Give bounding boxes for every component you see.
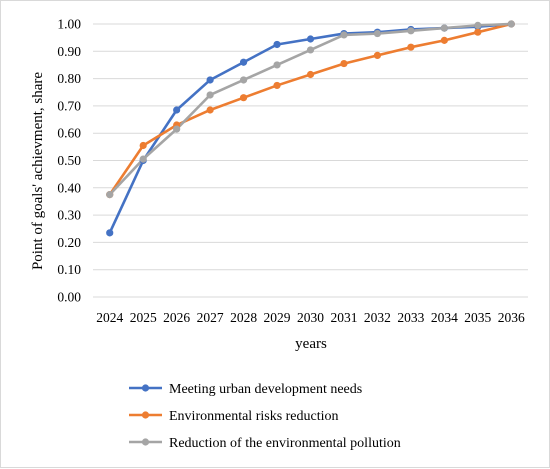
data-point — [273, 81, 281, 90]
y-tick-labels: 0.00 0.10 0.20 0.30 0.40 0.50 0.60 0.70 0.80 0.90… — [57, 17, 81, 305]
y-tick-label: 0.70 — [57, 98, 81, 113]
x-tick-label: 2026 — [163, 310, 190, 325]
data-point — [407, 43, 415, 51]
x-tick-label: 2031 — [330, 310, 357, 325]
y-tick-label: 1.00 — [57, 17, 81, 32]
data-point — [173, 106, 181, 114]
legend-label: Meeting urban development needs — [169, 382, 362, 397]
data-point — [474, 21, 482, 29]
data-point — [206, 76, 214, 84]
legend-marker — [141, 411, 150, 419]
x-tick-label: 2025 — [130, 310, 157, 325]
legend-marker — [141, 384, 150, 392]
data-point — [239, 94, 248, 102]
y-tick-label: 0.20 — [57, 235, 81, 250]
data-point — [106, 229, 114, 237]
data-point — [306, 46, 315, 54]
x-tick-label: 2030 — [297, 310, 324, 325]
data-point — [139, 141, 147, 150]
data-point — [273, 61, 281, 69]
x-tick-label: 2024 — [96, 310, 123, 325]
data-point — [440, 24, 448, 32]
data-point — [373, 29, 382, 38]
data-point — [106, 191, 114, 199]
data-point — [407, 27, 415, 35]
data-point — [239, 58, 248, 66]
x-axis-title: years — [295, 336, 327, 352]
series-lines — [108, 22, 513, 235]
data-point — [474, 28, 482, 36]
legend-marker — [141, 438, 150, 446]
data-point — [306, 70, 315, 79]
data-point — [507, 20, 515, 28]
y-tick-label: 0.30 — [57, 208, 81, 223]
y-tick-label: 0.40 — [57, 180, 81, 195]
data-point — [373, 51, 382, 59]
gridlines — [93, 23, 528, 298]
x-tick-label: 2033 — [397, 310, 424, 325]
y-tick-label: 0.10 — [57, 262, 81, 277]
data-point — [340, 31, 348, 39]
y-tick-label: 0.80 — [57, 71, 81, 86]
legend-label: Reduction of the environmental pollution — [169, 436, 401, 451]
x-tick-label: 2027 — [197, 310, 224, 325]
data-point — [139, 155, 147, 163]
series-markers — [106, 20, 515, 237]
legend: Meeting urban development needs Environme… — [129, 382, 401, 451]
data-point — [340, 59, 348, 68]
data-point — [273, 40, 281, 49]
legend-item: Meeting urban development needs — [129, 382, 362, 397]
x-tick-label: 2028 — [230, 310, 257, 325]
legend-label: Environmental risks reduction — [169, 409, 339, 424]
y-axis-title: Point of goals' achievment, share — [30, 72, 46, 270]
x-tick-labels: 2024 2025 2026 2027 2028 2029 2030 2031 2032 2033… — [96, 310, 525, 325]
x-tick-label: 2032 — [364, 310, 391, 325]
data-point — [173, 125, 181, 133]
x-tick-label: 2036 — [498, 310, 525, 325]
data-point — [440, 36, 448, 44]
data-point — [206, 106, 214, 114]
y-tick-label: 0.90 — [57, 44, 81, 59]
legend-item: Reduction of the environmental pollution — [129, 436, 401, 451]
x-tick-label: 2035 — [464, 310, 491, 325]
data-point — [206, 91, 214, 99]
data-point — [239, 76, 248, 84]
y-tick-label: 0.00 — [57, 290, 81, 305]
legend-item: Environmental risks reduction — [129, 409, 339, 424]
data-point — [306, 35, 315, 43]
x-tick-label: 2034 — [431, 310, 458, 325]
x-tick-label: 2029 — [264, 310, 291, 325]
y-tick-label: 0.60 — [57, 126, 81, 141]
y-tick-label: 0.50 — [57, 153, 81, 168]
